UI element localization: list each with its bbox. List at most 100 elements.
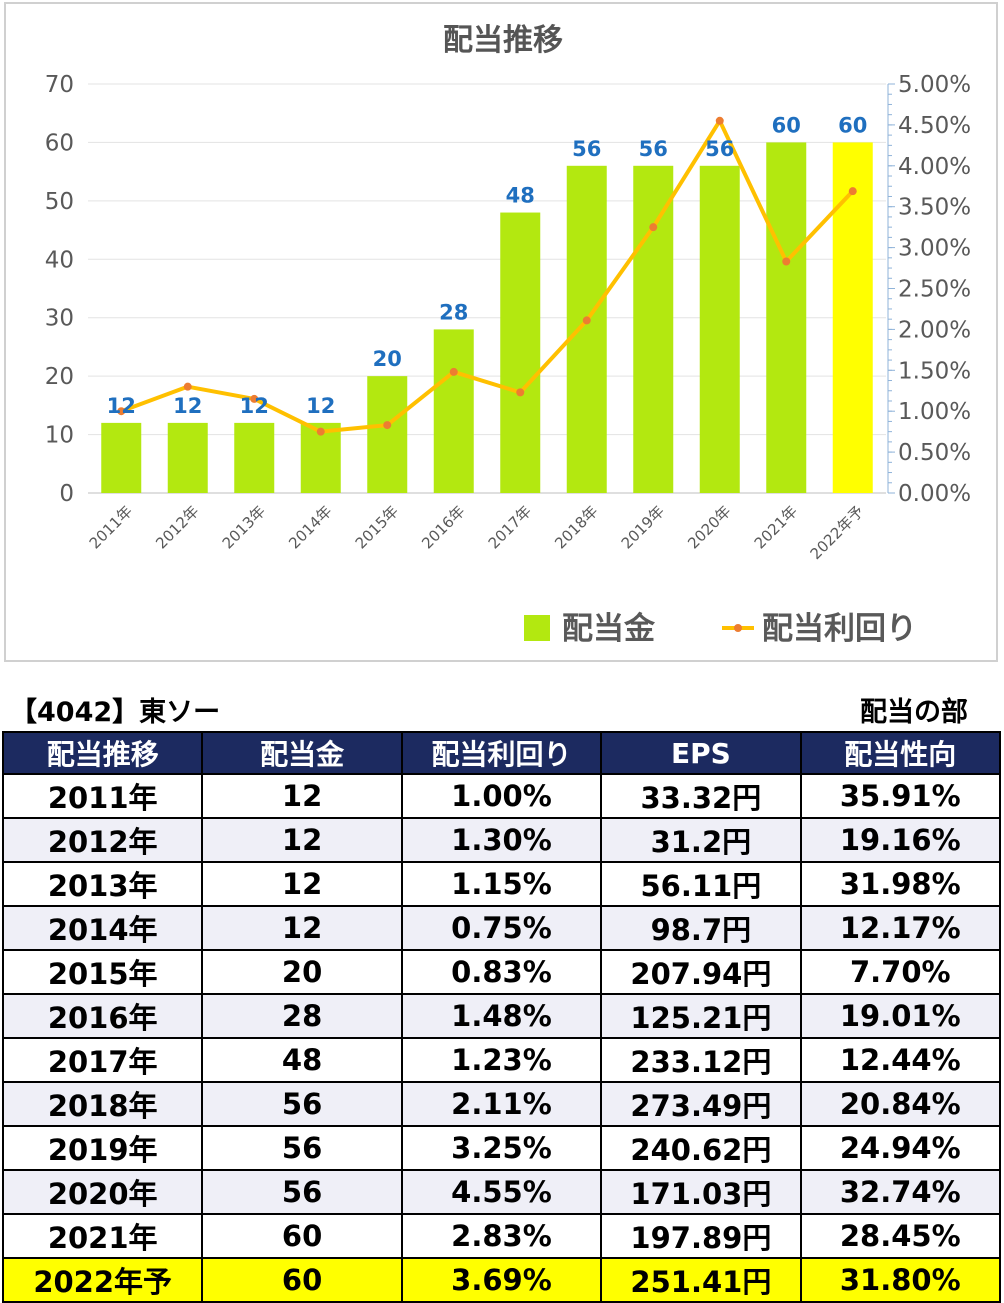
y-right-tick-label: 0.00%: [898, 481, 971, 507]
x-tick-label: 2020年: [684, 502, 734, 552]
cell-eps: 207.94円: [600, 949, 802, 995]
bar: [633, 165, 674, 494]
chart-frame: 配当推移 0 10 20 30 40 50 60 70 0.00% 0.50% 1.00% 1.50% 2…: [4, 2, 998, 662]
cell-eps: 240.62円: [600, 1125, 802, 1171]
cell-payout: 28.45%: [799, 1213, 1002, 1259]
y-right-tick-label: 5.00%: [898, 72, 971, 98]
cell-dividend: 12: [201, 817, 403, 863]
y-left-tick-label: 30: [45, 306, 74, 332]
cell-eps: 273.49円: [600, 1081, 802, 1127]
yield-point: [516, 388, 525, 397]
cell-yield: 4.55%: [400, 1169, 603, 1215]
cell-eps: 31.2円: [600, 817, 802, 863]
y-right-tick-label: 4.50%: [898, 113, 971, 139]
col-header-yield: 配当利回り: [400, 731, 603, 775]
bar: [766, 142, 807, 493]
yield-point: [383, 421, 392, 430]
cell-dividend: 12: [201, 773, 403, 819]
cell-yield: 1.23%: [400, 1037, 603, 1083]
x-tick-label: 2022年予: [807, 502, 868, 563]
data-label: 56: [572, 137, 601, 161]
cell-payout: 32.74%: [799, 1169, 1002, 1215]
y-left-tick-label: 60: [45, 130, 74, 156]
col-header-dividend: 配当金: [201, 731, 403, 775]
legend-label-dividend: 配当金: [562, 611, 656, 647]
cell-dividend: 48: [201, 1037, 403, 1083]
cell-yield: 3.25%: [400, 1125, 603, 1171]
cell-dividend: 12: [201, 905, 403, 951]
bar: [832, 142, 873, 493]
cell-eps: 98.7円: [600, 905, 802, 951]
cell-payout: 24.94%: [799, 1125, 1002, 1171]
cell-year: 2012年: [1, 817, 204, 863]
table-row: 2022年予 60 3.69% 251.41円 31.80%: [1, 1257, 1002, 1303]
cell-year: 2011年: [1, 773, 204, 819]
cell-year: 2021年: [1, 1213, 204, 1259]
cell-year: 2022年予: [1, 1257, 204, 1303]
cell-eps: 33.32円: [600, 773, 802, 819]
yield-point: [316, 427, 325, 436]
data-label: 12: [240, 394, 269, 418]
data-label: 56: [639, 137, 668, 161]
cell-yield: 0.83%: [400, 949, 603, 995]
cell-payout: 12.44%: [799, 1037, 1002, 1083]
cell-dividend: 56: [201, 1169, 403, 1215]
bar: [234, 422, 275, 493]
data-label: 56: [705, 137, 734, 161]
y-right-tick-label: 3.50%: [898, 195, 971, 221]
x-tick-label: 2018年: [551, 502, 601, 552]
legend-swatch-yield-marker: [734, 624, 742, 632]
yield-line: [120, 118, 855, 434]
bar: [500, 212, 541, 494]
table-row: 2014年 12 0.75% 98.7円 12.17%: [1, 905, 1002, 951]
cell-yield: 3.69%: [400, 1257, 603, 1303]
data-label: 60: [838, 113, 867, 137]
page-header: 【4042】東ソー 配当の部: [6, 690, 968, 728]
bar: [101, 422, 142, 493]
cell-payout: 31.98%: [799, 861, 1002, 907]
yield-point: [250, 394, 259, 403]
x-tick-label: 2017年: [485, 502, 535, 552]
cell-dividend: 60: [201, 1257, 403, 1303]
cell-year: 2018年: [1, 1081, 204, 1127]
data-label: 60: [772, 113, 801, 137]
cell-dividend: 12: [201, 861, 403, 907]
cell-eps: 171.03円: [600, 1169, 802, 1215]
yield-point: [715, 116, 724, 125]
y-right-tick-label: 1.00%: [898, 399, 971, 425]
data-label: 12: [107, 394, 136, 418]
x-tick-label: 2012年: [152, 502, 202, 552]
dividend-table: 配当推移 配当金 配当利回り EPS 配当性向 2011年 12 1.00% 33.3…: [1, 731, 1002, 1303]
cell-yield: 1.48%: [400, 993, 603, 1039]
x-tick-label: 2015年: [352, 502, 402, 552]
cell-year: 2017年: [1, 1037, 204, 1083]
table-row: 2021年 60 2.83% 197.89円 28.45%: [1, 1213, 1002, 1259]
x-tick-label: 2016年: [418, 502, 468, 552]
cell-eps: 197.89円: [600, 1213, 802, 1259]
cell-yield: 1.15%: [400, 861, 603, 907]
yield-point: [848, 187, 857, 196]
y-left-tick-label: 10: [45, 423, 74, 449]
data-label: 12: [173, 394, 202, 418]
yield-point: [649, 223, 658, 232]
cell-year: 2016年: [1, 993, 204, 1039]
table-body: 2011年 12 1.00% 33.32円 35.91% 2012年 12 1.30% 31.2…: [1, 773, 1002, 1303]
y-right-tick-label: 0.50%: [898, 440, 971, 466]
y-right-tick-label: 3.00%: [898, 236, 971, 262]
yield-point: [449, 367, 458, 376]
y-left-tick-label: 50: [45, 189, 74, 215]
x-tick-label: 2021年: [751, 502, 801, 552]
data-label: 20: [373, 347, 402, 371]
data-label: 28: [439, 300, 468, 324]
bar: [367, 376, 408, 493]
cell-year: 2019年: [1, 1125, 204, 1171]
y-right-tick-label: 4.00%: [898, 154, 971, 180]
col-header-payout: 配当性向: [799, 731, 1002, 775]
table-row: 2013年 12 1.15% 56.11円 31.98%: [1, 861, 1002, 907]
cell-year: 2015年: [1, 949, 204, 995]
bar: [433, 329, 474, 493]
bar: [566, 165, 607, 494]
table-row: 2017年 48 1.23% 233.12円 12.44%: [1, 1037, 1002, 1083]
cell-yield: 2.83%: [400, 1213, 603, 1259]
table-row: 2012年 12 1.30% 31.2円 19.16%: [1, 817, 1002, 863]
